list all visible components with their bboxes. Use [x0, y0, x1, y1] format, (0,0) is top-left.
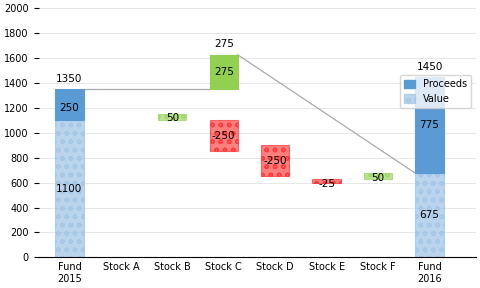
Text: -25: -25 — [318, 179, 335, 189]
Bar — [210, 120, 238, 151]
Text: 50: 50 — [372, 173, 384, 183]
Text: 775: 775 — [420, 120, 440, 130]
Text: 275: 275 — [214, 67, 234, 77]
Bar — [364, 173, 392, 179]
Bar — [55, 89, 84, 120]
Bar — [415, 173, 444, 257]
Text: 1100: 1100 — [56, 184, 83, 194]
Text: 1450: 1450 — [416, 62, 443, 72]
Bar — [312, 179, 341, 183]
Text: 250: 250 — [60, 103, 79, 113]
Bar — [158, 114, 186, 120]
Text: -250: -250 — [212, 131, 236, 141]
Bar — [55, 120, 84, 257]
Text: 675: 675 — [420, 210, 440, 220]
Text: 1350: 1350 — [56, 74, 83, 84]
Bar — [210, 55, 238, 89]
Text: 50: 50 — [166, 113, 179, 123]
Bar — [261, 145, 289, 176]
Text: 275: 275 — [214, 39, 234, 49]
Text: -250: -250 — [264, 156, 287, 166]
Legend: Proceeds, Value: Proceeds, Value — [400, 75, 471, 108]
Bar — [415, 77, 444, 173]
